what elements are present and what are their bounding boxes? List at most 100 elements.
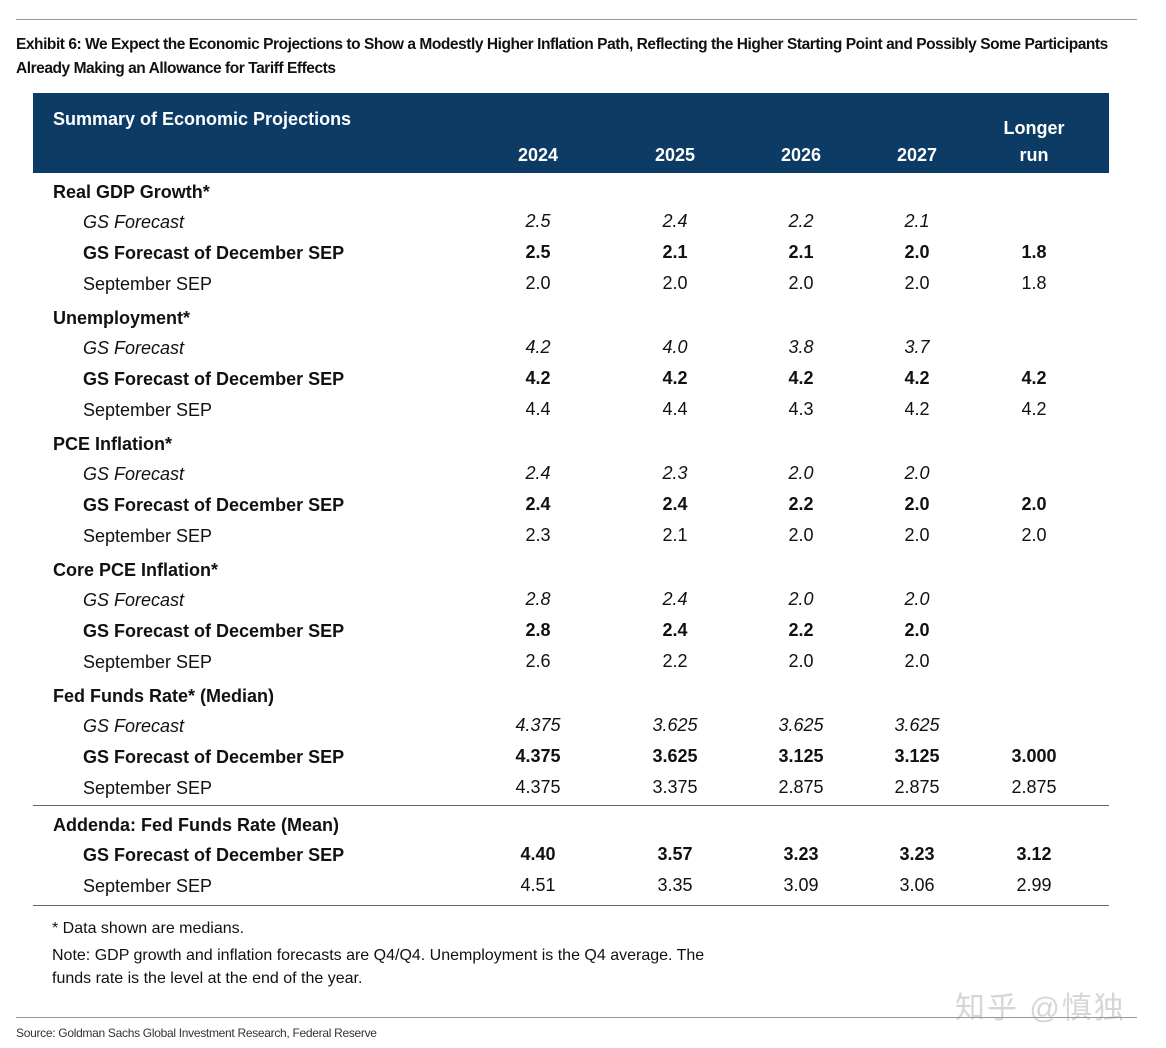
row-label: September SEP <box>83 400 213 420</box>
table-row: September SEP 4.4 4.4 4.3 4.2 4.2 <box>33 394 1109 425</box>
cell-value: 2.0 <box>662 273 688 293</box>
cell-value: 2.2 <box>788 494 814 514</box>
cell-value: 2.1 <box>904 211 930 231</box>
section-label: Addenda: Fed Funds Rate (Mean) <box>53 815 340 835</box>
section-header: Core PCE Inflation* <box>33 551 1109 584</box>
row-label: GS Forecast <box>83 716 185 736</box>
row-label: GS Forecast of December SEP <box>83 747 345 767</box>
cell-value: 2.99 <box>1016 875 1052 895</box>
cell-value: 2.0 <box>1021 494 1047 514</box>
addenda-rule <box>33 805 1109 806</box>
table-title: Summary of Economic Projections <box>53 109 352 129</box>
cell-value: 2.4 <box>662 211 688 231</box>
section-2: PCE Inflation* GS Forecast 2.4 2.3 2.0 2.0 GS … <box>33 425 1109 551</box>
cell-value: 4.2 <box>1021 399 1047 419</box>
cell-value: 3.8 <box>788 337 814 357</box>
cell-value: 2.6 <box>525 651 551 671</box>
table-row: September SEP 4.375 3.375 2.875 2.875 2.875 <box>33 772 1109 803</box>
cell-value: 2.4 <box>662 589 688 609</box>
source-note: Source: Goldman Sachs Global Investment … <box>16 1026 377 1040</box>
section-3: Core PCE Inflation* GS Forecast 2.8 2.4 2.0 2… <box>33 551 1109 677</box>
section-4: Fed Funds Rate* (Median) GS Forecast 4.375… <box>33 677 1109 803</box>
cell-value: 3.375 <box>652 777 698 797</box>
table-row: GS Forecast 4.375 3.625 3.625 3.625 <box>33 710 1109 741</box>
cell-value: 2.2 <box>788 211 814 231</box>
cell-value: 2.875 <box>894 777 940 797</box>
row-label: September SEP <box>83 526 213 546</box>
cell-value: 4.0 <box>662 337 688 357</box>
cell-value: 2.0 <box>1021 525 1047 545</box>
cell-value: 2.2 <box>788 620 814 640</box>
table-header: Summary of Economic Projections 2024 202… <box>33 93 1109 173</box>
cell-value: 3.125 <box>778 746 824 766</box>
cell-value: 4.2 <box>525 337 551 357</box>
row-label: September SEP <box>83 274 213 294</box>
cell-value: 4.4 <box>662 399 688 419</box>
table-row: GS Forecast of December SEP 4.375 3.625 3.1… <box>33 741 1109 772</box>
cell-value: 2.0 <box>904 620 930 640</box>
cell-value: 3.23 <box>899 844 935 864</box>
watermark: 知乎 @慎独 <box>955 992 1126 1025</box>
row-label: GS Forecast <box>83 464 185 484</box>
section-1: Unemployment* GS Forecast 4.2 4.0 3.8 3.7 GS F… <box>33 299 1109 425</box>
table-row: September SEP 2.6 2.2 2.0 2.0 <box>33 646 1109 677</box>
row-label: September SEP <box>83 778 213 798</box>
exhibit-title: Exhibit 6: We Expect the Economic Projec… <box>16 36 1108 77</box>
year-header-2024: 2024 <box>517 145 559 165</box>
top-rule <box>16 19 1137 20</box>
cell-value: 3.12 <box>1016 844 1052 864</box>
cell-value: 2.0 <box>904 242 930 262</box>
year-header-2026: 2026 <box>780 145 822 165</box>
row-label: GS Forecast <box>83 212 185 232</box>
cell-value: 1.8 <box>1021 242 1047 262</box>
row-label: GS Forecast of December SEP <box>83 495 345 515</box>
section-label: Unemployment* <box>53 308 191 328</box>
cell-value: 3.625 <box>652 746 698 766</box>
cell-value: 2.0 <box>904 525 930 545</box>
table-body: Real GDP Growth* GS Forecast 2.5 2.4 2.2 2.1 G… <box>33 173 1109 906</box>
row-label: GS Forecast of December SEP <box>83 369 345 389</box>
longer-run-line2: run <box>1019 145 1049 165</box>
cell-value: 4.2 <box>904 368 930 388</box>
cell-value: 2.4 <box>525 494 551 514</box>
cell-value: 2.0 <box>904 463 930 483</box>
footnote-medians: * Data shown are medians. <box>52 920 245 937</box>
table-row: September SEP 4.51 3.35 3.09 3.06 2.99 <box>33 870 1109 901</box>
cell-value: 2.0 <box>788 463 814 483</box>
cell-value: 2.875 <box>778 777 824 797</box>
cell-value: 2.0 <box>788 525 814 545</box>
table-row: GS Forecast of December SEP 2.4 2.4 2.2 2.0 2… <box>33 489 1109 520</box>
cell-value: 2.8 <box>525 589 551 609</box>
cell-value: 4.375 <box>515 777 561 797</box>
row-label: GS Forecast of December SEP <box>83 621 345 641</box>
footnote-note: Note: GDP growth and inflation forecasts… <box>52 944 704 990</box>
longer-run-header: Longer run <box>979 115 1089 169</box>
cell-value: 3.625 <box>778 715 824 735</box>
cell-value: 2.4 <box>662 494 688 514</box>
section-label: Real GDP Growth* <box>53 182 210 202</box>
cell-value: 3.06 <box>899 875 935 895</box>
cell-value: 2.0 <box>904 273 930 293</box>
cell-value: 2.0 <box>904 589 930 609</box>
section-label: Core PCE Inflation* <box>53 560 219 580</box>
cell-value: 2.875 <box>1011 777 1057 797</box>
table-row: GS Forecast 4.2 4.0 3.8 3.7 <box>33 332 1109 363</box>
cell-value: 4.2 <box>1021 368 1047 388</box>
cell-value: 2.2 <box>662 651 688 671</box>
cell-value: 2.5 <box>525 242 551 262</box>
cell-value: 2.0 <box>904 651 930 671</box>
cell-value: 4.40 <box>520 844 556 864</box>
cell-value: 2.1 <box>662 242 688 262</box>
cell-value: 2.4 <box>662 620 688 640</box>
section-0: Real GDP Growth* GS Forecast 2.5 2.4 2.2 2.1 G… <box>33 173 1109 299</box>
table-row: September SEP 2.0 2.0 2.0 2.0 1.8 <box>33 268 1109 299</box>
projections-table: Summary of Economic Projections 2024 202… <box>33 93 1109 906</box>
cell-value: 4.2 <box>662 368 688 388</box>
section-header: Unemployment* <box>33 299 1109 332</box>
cell-value: 3.09 <box>783 875 819 895</box>
table-row: GS Forecast of December SEP 2.5 2.1 2.1 2.0 1… <box>33 237 1109 268</box>
cell-value: 2.3 <box>525 525 551 545</box>
cell-value: 2.0 <box>788 651 814 671</box>
section-label: Fed Funds Rate* (Median) <box>53 686 275 706</box>
cell-value: 4.51 <box>520 875 556 895</box>
